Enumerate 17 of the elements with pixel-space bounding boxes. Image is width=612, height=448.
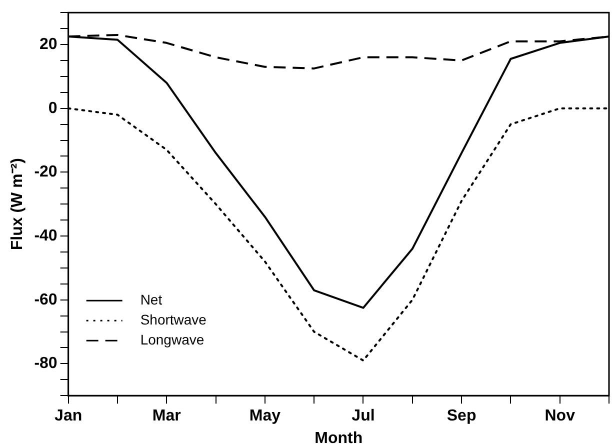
y-tick-label: -40 [34,227,58,244]
x-tick-label: Jul [352,408,375,425]
x-axis-title: Month [314,430,363,447]
x-tick-label: Nov [544,408,576,425]
y-tick-label: 20 [40,36,58,53]
legend-label: Longwave [140,331,204,348]
y-tick-label: -20 [34,164,58,181]
y-tick-label: -80 [34,355,58,372]
legend-label: Shortwave [140,311,207,328]
y-axis-title: Flux (W m⁻²) [9,158,26,250]
legend-label: Net [140,291,162,308]
y-tick-label: -60 [34,291,58,308]
x-tick-label: Mar [152,408,181,425]
y-tick-label: 0 [48,100,58,117]
x-tick-label: Jan [54,408,82,425]
x-tick-label: May [249,408,281,425]
x-tick-label: Sep [446,408,476,425]
